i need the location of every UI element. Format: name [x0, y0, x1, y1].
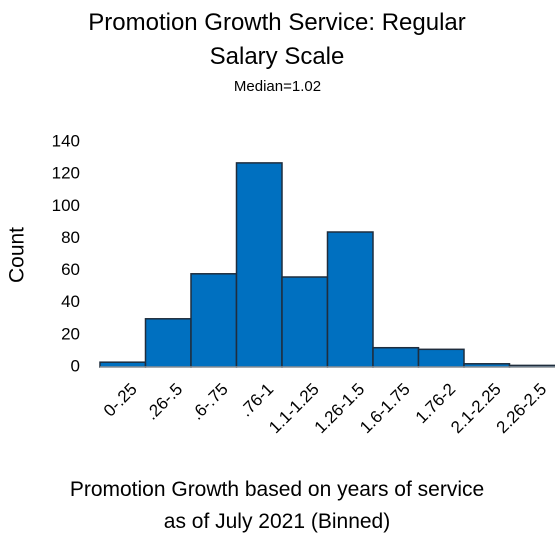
bar	[326, 231, 374, 368]
bar	[99, 361, 147, 368]
x-tick-label: .76-1	[236, 380, 277, 421]
x-tick-label: 1.6-1.75	[356, 380, 414, 438]
x-tick-label: .6-.75	[188, 380, 232, 424]
y-tick-label: 20	[61, 324, 80, 343]
bar	[372, 346, 420, 368]
chart-subtitle: Median=1.02	[233, 78, 322, 95]
y-tick-label: 140	[52, 131, 80, 150]
bar	[281, 276, 329, 368]
x-axis-label: Promotion Growth based on years of servi…	[69, 478, 485, 533]
bar	[235, 162, 283, 368]
bar	[190, 273, 238, 368]
chart-title: Promotion Growth Service: Regular Salary…	[88, 9, 466, 70]
bar	[417, 348, 465, 368]
y-tick-label: 80	[61, 228, 80, 247]
x-tick-label: 2.26-2.5	[493, 380, 551, 438]
y-tick-label: 120	[52, 164, 80, 183]
bar	[144, 318, 192, 368]
y-axis-label: Count	[6, 227, 29, 283]
x-tick-label: .26-.5	[142, 380, 186, 424]
y-tick-label: 100	[52, 196, 80, 215]
y-tick-label: 0	[71, 356, 80, 375]
y-tick-label: 40	[61, 292, 80, 311]
x-tick-label: 0-.25	[100, 380, 141, 421]
y-tick-label: 60	[61, 260, 80, 279]
